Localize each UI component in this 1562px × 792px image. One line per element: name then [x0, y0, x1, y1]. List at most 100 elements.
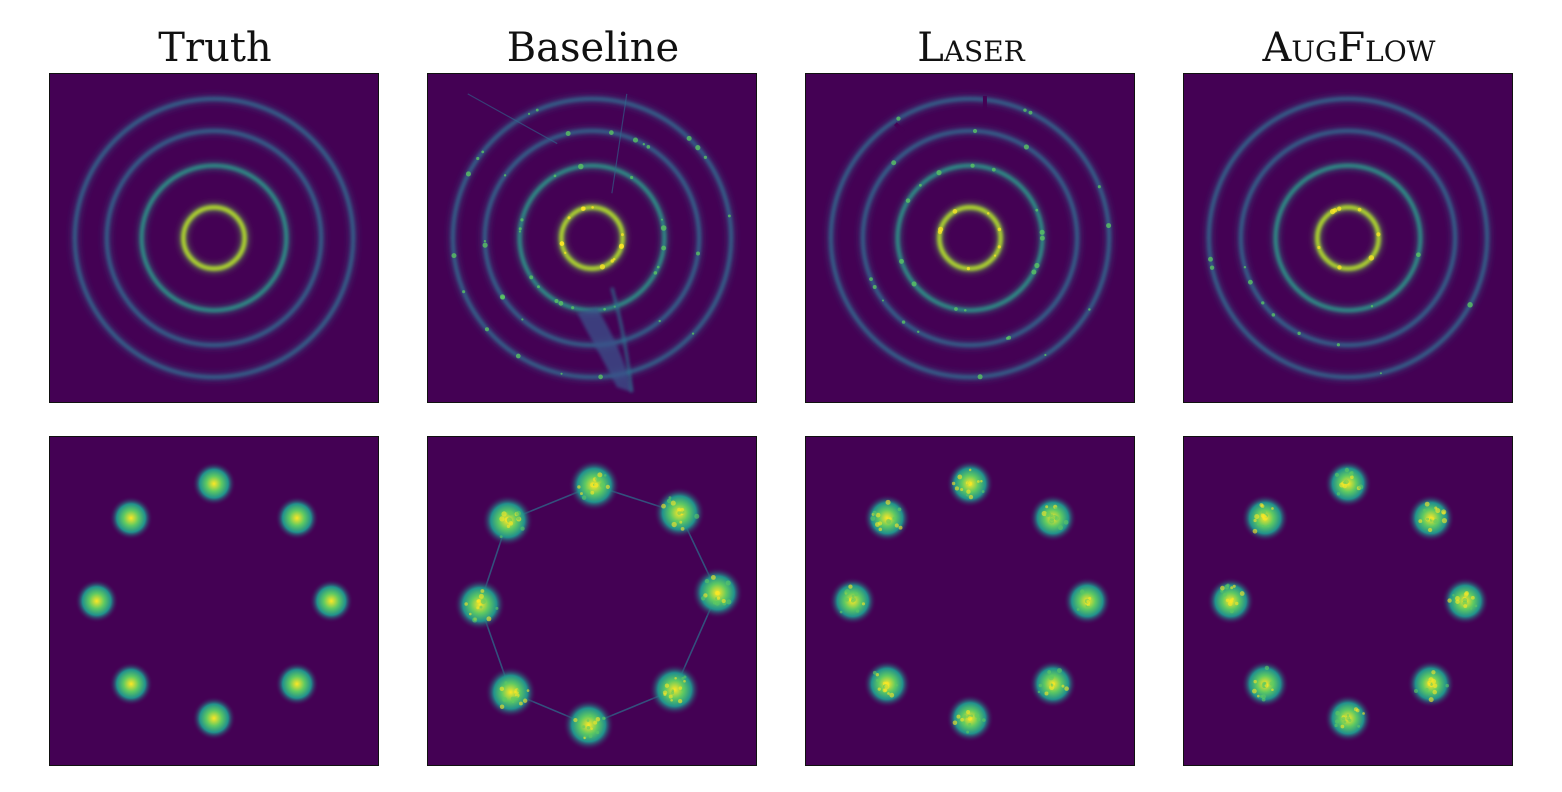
mode-speck: [839, 610, 843, 614]
noise-speck: [581, 206, 586, 211]
noise-speck: [986, 212, 990, 215]
mode-speck: [506, 524, 511, 529]
mode-speck: [889, 692, 895, 698]
mode-speck: [1432, 689, 1437, 695]
mode-speck: [573, 717, 578, 723]
noise-speck: [661, 245, 667, 251]
mode-speck: [886, 518, 891, 524]
mode-speck: [577, 485, 581, 489]
panel-augflow-rings: [1183, 73, 1513, 403]
mode-speck: [960, 488, 964, 492]
noise-speck: [1271, 313, 1276, 317]
mode-speck: [1445, 683, 1449, 688]
mode-speck: [593, 720, 598, 725]
mode-speck: [982, 718, 986, 722]
mode-speck: [848, 598, 852, 602]
mode-speck: [1348, 471, 1353, 476]
noise-speck: [869, 277, 873, 281]
mode-speck: [714, 590, 720, 596]
heatmap-rings-truth: [71, 95, 357, 381]
noise-speck: [1044, 353, 1047, 357]
mode-speck: [1340, 724, 1345, 729]
noise-speck: [1247, 279, 1253, 285]
noise-speck: [567, 216, 571, 220]
mode-speck: [1463, 592, 1469, 597]
mode-speck: [683, 675, 687, 679]
mode-speck: [885, 499, 891, 505]
mode-speck: [586, 489, 590, 493]
mode-speck: [518, 701, 523, 706]
mode-speck: [1037, 690, 1041, 694]
noise-speck: [901, 320, 906, 324]
noise-speck: [993, 254, 997, 257]
mode-speck: [1428, 677, 1434, 683]
mode-speck: [674, 677, 677, 680]
noise-speck: [578, 163, 584, 170]
mode-speck: [1334, 719, 1340, 724]
mode-speck: [508, 521, 514, 526]
mode-speck: [501, 511, 507, 517]
mode-speck: [1350, 475, 1354, 480]
noise-speck: [610, 259, 614, 263]
noise-speck: [1106, 223, 1112, 229]
ring-core-4: [73, 97, 355, 379]
mode-speck: [661, 503, 666, 509]
mode-speck: [1054, 516, 1059, 521]
noise-speck: [619, 243, 624, 249]
panel-truth-gaussians: [49, 436, 379, 766]
noise-speck: [691, 332, 695, 335]
mode-speck: [1088, 596, 1092, 600]
gaussian-mode-6: [109, 662, 153, 706]
noise-speck: [881, 299, 884, 302]
artifact-streak: [467, 93, 558, 145]
mode-speck: [968, 722, 972, 726]
noise-speck: [917, 330, 920, 334]
mode-speck: [1050, 683, 1054, 687]
mode-speck: [887, 692, 890, 695]
noise-speck: [642, 143, 645, 146]
mode-speck: [892, 516, 896, 520]
mode-speck: [966, 489, 971, 494]
mode-speck: [874, 522, 880, 527]
noise-speck: [686, 135, 692, 141]
heatmap-gaussians-truth: [74, 461, 354, 741]
noise-speck: [656, 265, 660, 269]
noise-speck: [482, 242, 488, 248]
mode-speck: [884, 683, 890, 690]
noise-speck: [537, 285, 540, 289]
mode-speck: [677, 511, 682, 515]
noise-speck: [571, 306, 575, 310]
noise-speck: [1097, 185, 1101, 189]
mode-speck: [495, 606, 499, 610]
noise-speck: [535, 108, 539, 112]
mode-speck: [1271, 688, 1274, 692]
noise-speck: [1337, 206, 1342, 211]
mode-speck: [480, 589, 485, 593]
artifact-gap: [894, 122, 905, 134]
mode-speck: [1452, 594, 1455, 597]
ring-core-1: [1315, 205, 1381, 271]
noise-speck: [658, 319, 661, 323]
mode-speck: [1346, 716, 1351, 721]
noise-speck: [936, 170, 942, 176]
panel-baseline-gaussians: [427, 436, 757, 766]
noise-speck: [660, 218, 663, 221]
mode-speck: [586, 726, 591, 730]
mode-speck: [1041, 510, 1047, 517]
panel-augflow-gaussians: [1183, 436, 1513, 766]
mode-speck: [1441, 509, 1447, 515]
mode-speck: [712, 600, 717, 605]
noise-speck: [646, 145, 651, 149]
mode-speck: [882, 688, 887, 693]
mode-speck: [1432, 683, 1438, 688]
mode-speck: [681, 676, 685, 680]
mode-speck: [1220, 585, 1225, 591]
mode-speck: [1253, 518, 1257, 523]
mode-speck: [1050, 674, 1054, 679]
ring-core-2: [140, 164, 288, 312]
gaussian-mode-1: [1324, 459, 1372, 508]
gaussian-mode-7: [453, 578, 506, 631]
noise-speck: [964, 308, 967, 312]
mode-speck: [966, 493, 970, 497]
mode-speck: [1344, 467, 1350, 473]
